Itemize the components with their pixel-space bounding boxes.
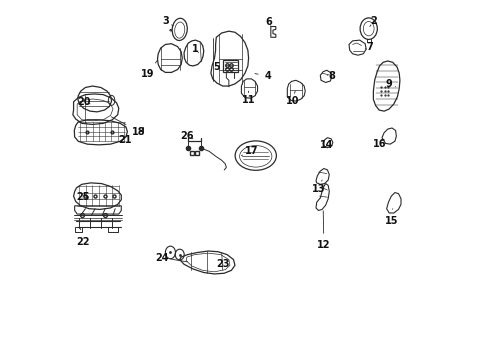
Text: 14: 14 — [320, 140, 334, 150]
Text: 8: 8 — [327, 71, 335, 81]
Text: 26: 26 — [180, 131, 194, 141]
Text: 22: 22 — [76, 227, 90, 247]
Text: 10: 10 — [286, 91, 299, 106]
Text: 13: 13 — [312, 180, 325, 194]
Text: 12: 12 — [317, 211, 331, 250]
Text: 2: 2 — [370, 17, 377, 27]
Text: 15: 15 — [385, 209, 399, 226]
Text: 6: 6 — [265, 17, 271, 27]
Text: 9: 9 — [386, 79, 395, 89]
Text: 1: 1 — [192, 44, 199, 54]
Text: 11: 11 — [242, 91, 255, 105]
Text: 23: 23 — [216, 259, 229, 269]
Text: 18: 18 — [111, 117, 146, 136]
Text: 16: 16 — [373, 139, 386, 149]
Text: 7: 7 — [365, 42, 373, 51]
Text: 17: 17 — [242, 146, 259, 156]
Text: 5: 5 — [214, 62, 223, 72]
Text: 20: 20 — [77, 97, 90, 107]
Text: 24: 24 — [155, 253, 169, 263]
Text: 25: 25 — [76, 192, 90, 202]
Text: 3: 3 — [162, 17, 173, 27]
Text: 4: 4 — [255, 71, 271, 81]
Text: 19: 19 — [141, 60, 157, 79]
Text: 21: 21 — [111, 133, 132, 145]
